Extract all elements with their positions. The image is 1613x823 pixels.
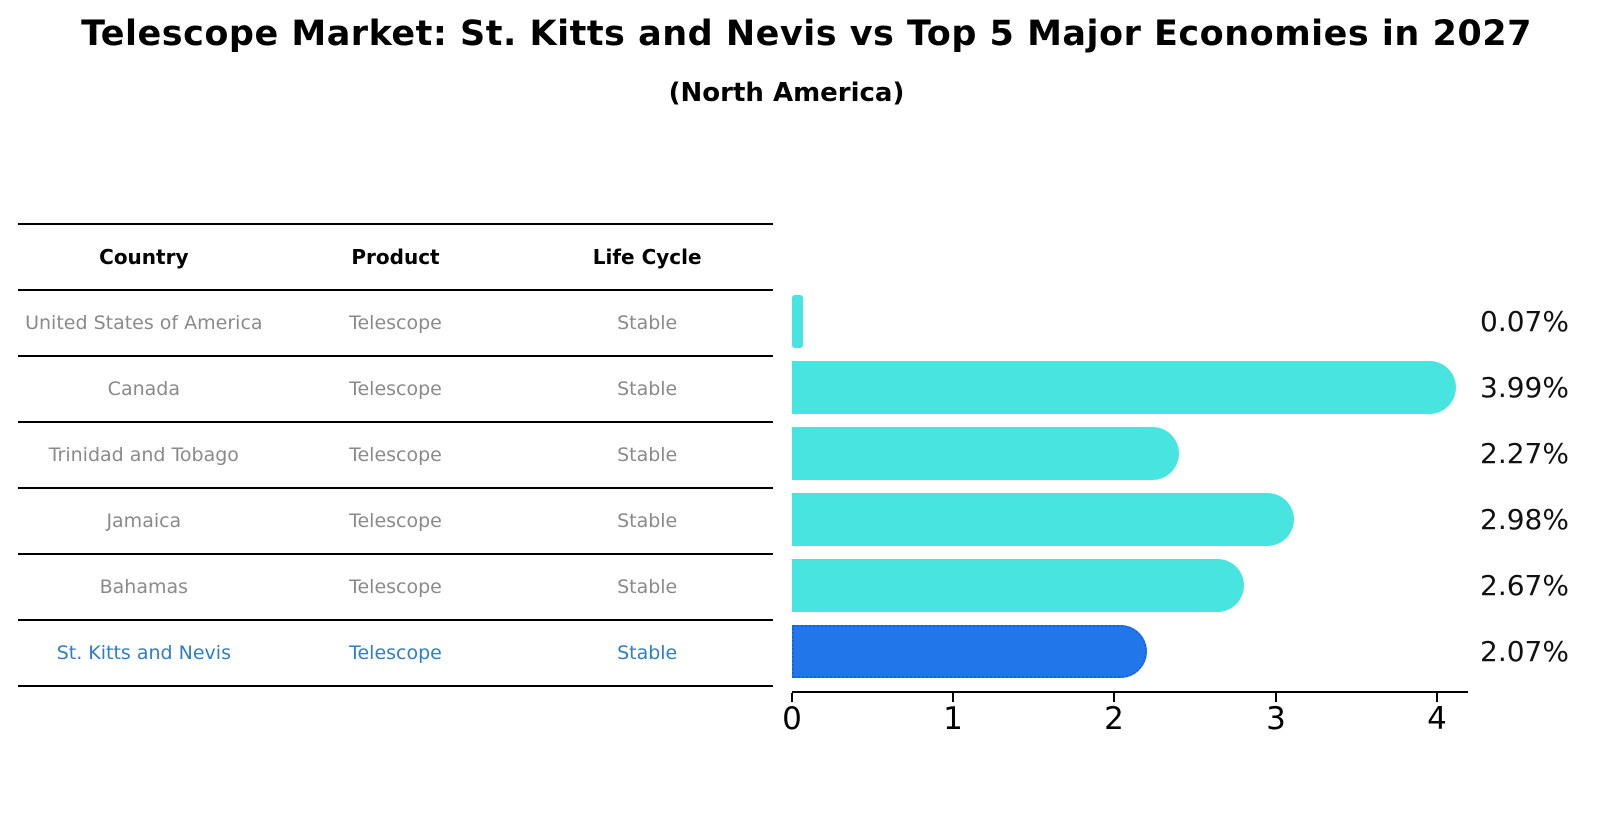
cell-country: United States of America [25,312,263,334]
bar-canada [792,361,1456,414]
x-axis-tick-label: 4 [1427,701,1447,737]
bar-united-states [792,295,803,348]
value-label: 2.98% [1480,502,1569,536]
column-header-country: Country [99,245,189,269]
cell-life-cycle: Stable [617,444,678,466]
bar-bahamas [792,559,1244,612]
cell-product: Telescope [349,510,442,532]
x-axis-tick-label: 2 [1104,701,1124,737]
x-axis-tick [1275,693,1277,702]
page-subtitle: (North America) [668,78,905,108]
table-row-canada: Canada Telescope Stable [18,357,773,423]
cell-product: Telescope [349,642,442,664]
value-label: 0.07% [1480,304,1569,338]
x-axis-tick [791,693,793,702]
cell-country: St. Kitts and Nevis [56,642,231,664]
value-label: 2.67% [1480,568,1569,602]
table-header-row: Country Product Life Cycle [18,225,773,291]
value-label: 2.27% [1480,436,1569,470]
cell-life-cycle: Stable [617,576,678,598]
cell-country: Bahamas [99,576,189,598]
cell-country: Canada [107,378,180,400]
bar-trinidad-and-tobago [792,427,1179,480]
table-row-st-kitts-and-nevis: St. Kitts and Nevis Telescope Stable [18,621,773,687]
cell-life-cycle: Stable [617,378,678,400]
x-axis-tick [1436,693,1438,702]
x-axis-tick-label: 1 [943,701,963,737]
cell-life-cycle: Stable [617,510,678,532]
bar-st-kitts-and-nevis [792,625,1147,678]
x-axis-tick-label: 0 [782,701,802,737]
cell-country: Trinidad and Tobago [48,444,239,466]
cell-product: Telescope [349,378,442,400]
cell-product: Telescope [349,444,442,466]
x-axis-tick [1113,693,1115,702]
x-axis-line [792,691,1468,693]
table-row-trinidad-and-tobago: Trinidad and Tobago Telescope Stable [18,423,773,489]
x-axis-tick-label: 3 [1266,701,1286,737]
value-label: 3.99% [1480,370,1569,404]
table-row-united-states: United States of America Telescope Stabl… [18,291,773,357]
x-axis-tick [952,693,954,702]
cell-life-cycle: Stable [617,642,678,664]
table-row-jamaica: Jamaica Telescope Stable [18,489,773,555]
cell-product: Telescope [349,576,442,598]
page-title: Telescope Market: St. Kitts and Nevis vs… [81,14,1532,54]
bar-jamaica [792,493,1294,546]
country-table: Country Product Life Cycle United States… [18,223,773,687]
column-header-life-cycle: Life Cycle [592,245,702,269]
cell-country: Jamaica [106,510,182,532]
value-label: 2.07% [1480,634,1569,668]
cell-product: Telescope [349,312,442,334]
table-row-bahamas: Bahamas Telescope Stable [18,555,773,621]
cell-life-cycle: Stable [617,312,678,334]
column-header-product: Product [351,245,440,269]
